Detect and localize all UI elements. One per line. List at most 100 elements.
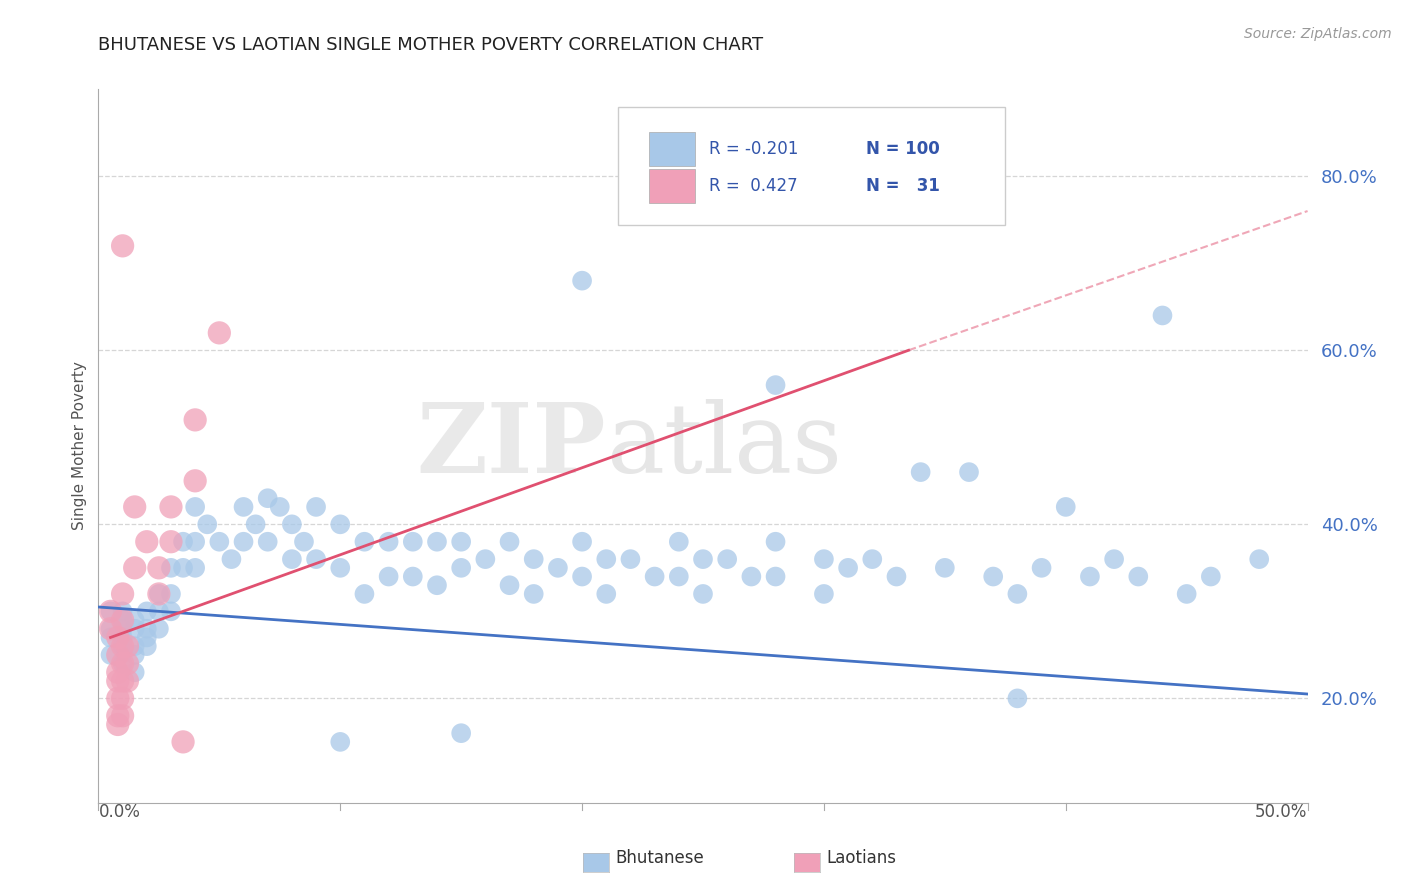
- Point: [668, 569, 690, 583]
- Text: ZIP: ZIP: [416, 399, 606, 493]
- Point: [100, 604, 122, 618]
- Point: [111, 622, 134, 636]
- Point: [111, 631, 134, 645]
- Point: [232, 534, 254, 549]
- Point: [111, 604, 134, 618]
- Text: R = -0.201: R = -0.201: [709, 140, 799, 158]
- Point: [523, 587, 546, 601]
- Point: [910, 465, 932, 479]
- Point: [353, 587, 375, 601]
- Point: [619, 552, 641, 566]
- Point: [184, 561, 207, 575]
- Point: [124, 613, 146, 627]
- Point: [450, 726, 472, 740]
- Point: [1054, 500, 1077, 514]
- Point: [208, 326, 231, 340]
- Point: [1007, 587, 1029, 601]
- Point: [172, 534, 194, 549]
- Point: [957, 465, 980, 479]
- Text: N =   31: N = 31: [866, 178, 941, 195]
- Point: [571, 534, 593, 549]
- Point: [281, 552, 304, 566]
- Point: [571, 569, 593, 583]
- Point: [668, 534, 690, 549]
- Point: [1031, 561, 1053, 575]
- Point: [111, 673, 134, 688]
- Point: [813, 552, 835, 566]
- Point: [160, 604, 183, 618]
- Point: [692, 552, 714, 566]
- Point: [329, 561, 352, 575]
- Point: [160, 534, 183, 549]
- Point: [1249, 552, 1271, 566]
- Point: [111, 639, 134, 653]
- Point: [195, 517, 218, 532]
- Point: [329, 735, 352, 749]
- Point: [184, 413, 207, 427]
- Point: [547, 561, 569, 575]
- Point: [498, 534, 520, 549]
- Point: [644, 569, 666, 583]
- Text: 0.0%: 0.0%: [98, 803, 141, 821]
- Point: [886, 569, 908, 583]
- Point: [148, 587, 170, 601]
- Point: [571, 274, 593, 288]
- Point: [107, 665, 129, 680]
- Point: [148, 622, 170, 636]
- Point: [135, 622, 157, 636]
- Point: [353, 534, 375, 549]
- Point: [107, 717, 129, 731]
- Point: [1007, 691, 1029, 706]
- Point: [813, 587, 835, 601]
- Text: BHUTANESE VS LAOTIAN SINGLE MOTHER POVERTY CORRELATION CHART: BHUTANESE VS LAOTIAN SINGLE MOTHER POVER…: [98, 36, 763, 54]
- Text: N = 100: N = 100: [866, 140, 941, 158]
- Point: [148, 604, 170, 618]
- Point: [184, 534, 207, 549]
- Text: Bhutanese: Bhutanese: [616, 849, 704, 867]
- Point: [124, 622, 146, 636]
- Point: [426, 534, 449, 549]
- Point: [107, 691, 129, 706]
- Point: [765, 534, 787, 549]
- Point: [160, 500, 183, 514]
- Point: [1102, 552, 1125, 566]
- Point: [111, 657, 134, 671]
- FancyBboxPatch shape: [619, 107, 1005, 225]
- Point: [402, 534, 425, 549]
- Point: [172, 561, 194, 575]
- Point: [160, 587, 183, 601]
- Text: R =  0.427: R = 0.427: [709, 178, 797, 195]
- Point: [111, 691, 134, 706]
- Point: [107, 648, 129, 662]
- Point: [111, 613, 134, 627]
- Point: [498, 578, 520, 592]
- Point: [135, 639, 157, 653]
- Point: [117, 639, 139, 653]
- Point: [111, 639, 134, 653]
- Point: [107, 708, 129, 723]
- Point: [595, 587, 617, 601]
- Point: [1175, 587, 1198, 601]
- Point: [135, 604, 157, 618]
- Point: [281, 517, 304, 532]
- Point: [305, 500, 328, 514]
- Point: [716, 552, 738, 566]
- Point: [765, 378, 787, 392]
- Point: [107, 673, 129, 688]
- Point: [305, 552, 328, 566]
- Point: [111, 587, 134, 601]
- Point: [124, 639, 146, 653]
- Point: [172, 735, 194, 749]
- Point: [111, 657, 134, 671]
- Point: [269, 500, 291, 514]
- Point: [402, 569, 425, 583]
- Text: Laotians: Laotians: [827, 849, 897, 867]
- FancyBboxPatch shape: [648, 132, 695, 166]
- Point: [426, 578, 449, 592]
- Point: [474, 552, 496, 566]
- Point: [124, 561, 146, 575]
- Point: [111, 239, 134, 253]
- Point: [450, 534, 472, 549]
- Point: [934, 561, 956, 575]
- Point: [1078, 569, 1101, 583]
